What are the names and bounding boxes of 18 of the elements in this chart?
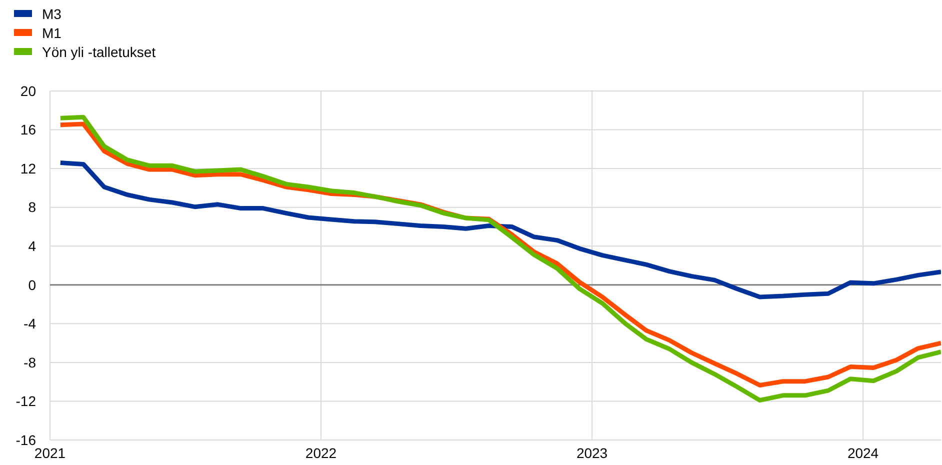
y-tick-label: 16 [20,122,36,138]
x-tick-label: 2023 [576,445,608,461]
y-tick-label: 8 [28,199,36,216]
x-tick-label: 2021 [34,445,66,461]
y-tick-label: 12 [20,160,36,176]
x-tick-label: 2022 [305,445,337,461]
y-tick-label: 20 [20,82,36,99]
y-tick-label: -12 [16,393,36,410]
y-tick-label: -4 [24,316,36,332]
y-tick-label: 0 [28,276,36,293]
legend-label: M3 [42,6,62,22]
line-series [58,160,941,300]
x-tick-label: 2024 [847,445,879,461]
legend-label: Yön yli -talletukset [42,44,156,60]
legend-label: M1 [42,24,62,41]
y-tick-label: -8 [24,354,36,370]
y-tick-label: -16 [16,432,36,448]
y-tick-label: 4 [28,238,36,254]
